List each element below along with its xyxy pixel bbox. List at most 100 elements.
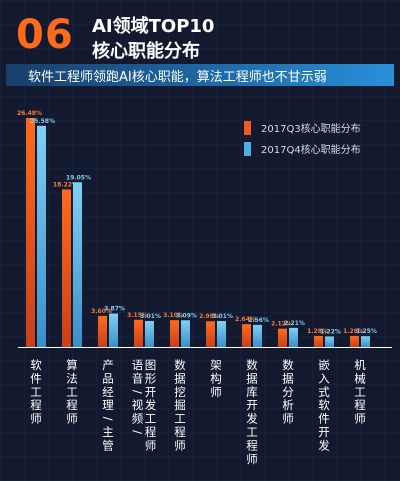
bar-q4-9	[361, 336, 370, 347]
legend-item-q4: 2017Q4核心职能分布	[244, 141, 361, 156]
category-label-char-2-0-3: 理	[102, 398, 114, 412]
bar-q4-8	[325, 336, 334, 347]
category-label-char-8-0-6: 发	[318, 438, 330, 452]
bar-q4-7	[289, 327, 298, 347]
legend-swatch-q3	[244, 120, 251, 135]
category-label-char-3-1-4: 工	[145, 412, 157, 426]
bar-q3-4	[170, 320, 179, 347]
category-label-char-1-0-1: 法	[66, 371, 78, 385]
category-label-char-6-0-7: 师	[246, 452, 258, 466]
category-label-char-3-1-5: 程	[145, 425, 157, 439]
category-label-char-4-0-2: 挖	[174, 385, 186, 399]
category-label-char-9-0-3: 程	[354, 398, 366, 412]
bar-q3-1	[62, 189, 71, 347]
category-label-char-2-0-6: 管	[102, 438, 114, 452]
category-label-char-5-0-1: 构	[210, 371, 222, 385]
category-label-char-9-0-4: 师	[354, 412, 366, 426]
category-label-char-4-0-1: 据	[174, 371, 186, 385]
category-label-char-4-0-6: 师	[174, 438, 186, 452]
data-label-q4-1: 19.05%	[66, 174, 91, 181]
category-label-char-8-0-2: 式	[318, 385, 330, 399]
category-label-char-7-0-3: 析	[282, 398, 294, 412]
data-label-q4-2: 3.87%	[104, 306, 125, 313]
category-label-char-0-0-1: 件	[30, 371, 42, 385]
category-label-char-2-0-4: /	[101, 417, 115, 421]
category-label-char-1-0-3: 程	[66, 398, 78, 412]
bar-q4-1	[73, 182, 82, 347]
data-label-q3-6: 2.64%	[235, 316, 256, 323]
category-label-char-5-0-0: 架	[210, 358, 222, 372]
bar-q3-5	[206, 321, 215, 347]
legend-label-q3: 2017Q3核心职能分布	[261, 124, 361, 135]
category-label-char-3-0-4: 频	[132, 412, 144, 426]
bar-q4-2	[109, 313, 118, 347]
category-label-char-9-0-2: 工	[354, 385, 366, 399]
data-label-q4-7: 2.21%	[284, 320, 305, 327]
data-label-q3-8: 1.28%	[307, 328, 328, 335]
category-label-char-3-1-1: 形	[145, 371, 157, 385]
data-label-q3-4: 3.10%	[163, 312, 184, 319]
category-label-char-8-0-4: 件	[318, 412, 330, 426]
data-label-q3-5: 2.98%	[199, 313, 220, 320]
bar-q3-6	[242, 324, 251, 347]
data-label-q3-9: 1.28%	[343, 328, 364, 335]
category-label-char-9-0-1: 械	[354, 371, 366, 385]
category-label-char-7-0-4: 师	[282, 412, 294, 426]
bar-q4-6	[253, 324, 262, 347]
category-label-char-3-1-6: 师	[145, 438, 157, 452]
bar-q3-0	[26, 118, 35, 347]
category-label-char-3-1-3: 发	[145, 398, 157, 412]
data-label-q4-3: 3.01%	[140, 313, 161, 320]
category-label-char-0-0-2: 工	[30, 385, 42, 399]
bar-q3-3	[134, 319, 143, 347]
category-label-char-5-0-2: 师	[210, 385, 222, 399]
category-label-char-3-1-2: 开	[145, 385, 157, 399]
category-label-char-4-0-5: 程	[174, 425, 186, 439]
data-label-q3-0: 26.48%	[17, 110, 42, 117]
category-label-char-2-0-0: 产	[102, 358, 114, 372]
bar-q3-9	[350, 335, 359, 347]
data-label-q4-8: 1.22%	[320, 328, 341, 335]
data-label-q4-4: 3.09%	[176, 312, 197, 319]
category-label-char-4-0-3: 掘	[174, 398, 186, 412]
category-label-char-1-0-2: 工	[66, 385, 78, 399]
data-label-q4-5: 3.01%	[212, 313, 233, 320]
category-label-char-8-0-0: 嵌	[318, 358, 330, 372]
bar-chart: 26.48%25.58%软件工程师18.22%19.05%算法工程师3.60%3…	[17, 110, 392, 466]
category-label-char-9-0-0: 机	[354, 358, 366, 372]
category-label-char-6-0-1: 据	[246, 371, 258, 385]
category-label-char-4-0-4: 工	[174, 412, 186, 426]
bar-q4-0	[37, 125, 46, 347]
legend-label-q4: 2017Q4核心职能分布	[261, 145, 361, 156]
subtitle: 软件工程师领跑AI核心职能，算法工程师也不甘示弱	[28, 70, 327, 85]
data-label-q3-2: 3.60%	[91, 308, 112, 315]
category-label-char-2-0-1: 品	[102, 371, 114, 385]
category-label-char-8-0-3: 软	[318, 398, 330, 412]
data-label-q4-0: 25.58%	[30, 118, 55, 125]
category-label-char-6-0-3: 开	[246, 398, 258, 412]
category-label-char-3-0-1: 音	[132, 371, 144, 385]
category-label-char-2-0-2: 经	[102, 385, 114, 399]
category-label-char-6-0-2: 库	[246, 385, 258, 399]
category-label-char-3-1-0: 图	[145, 358, 157, 372]
category-label-char-6-0-0: 数	[246, 358, 258, 372]
category-label-char-3-0-0: 语	[132, 358, 144, 372]
bar-q3-8	[314, 335, 323, 347]
category-label-char-2-0-5: 主	[102, 425, 114, 439]
bar-q4-3	[145, 320, 154, 347]
bar-q4-5	[217, 320, 226, 347]
bar-q3-2	[98, 315, 107, 347]
data-label-q3-1: 18.22%	[53, 181, 78, 188]
bar-q4-4	[181, 320, 190, 347]
category-label-char-7-0-0: 数	[282, 358, 294, 372]
category-label-char-3-0-5: /	[131, 430, 145, 434]
section-number: 06	[16, 12, 74, 58]
legend-swatch-q4	[244, 141, 251, 156]
category-label-char-6-0-4: 发	[246, 412, 258, 426]
category-label-char-0-0-4: 师	[30, 412, 42, 426]
category-label-char-8-0-5: 开	[318, 425, 330, 439]
category-label-char-1-0-4: 师	[66, 412, 78, 426]
category-label-char-7-0-2: 分	[282, 385, 294, 399]
category-label-char-6-0-5: 工	[246, 425, 258, 439]
bar-q3-7	[278, 328, 287, 347]
